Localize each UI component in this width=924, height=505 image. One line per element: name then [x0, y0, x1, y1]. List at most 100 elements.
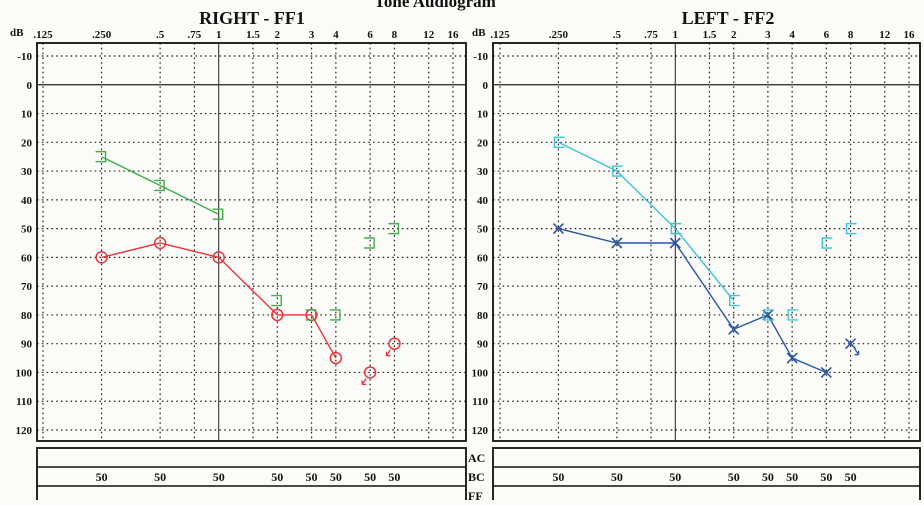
y-tick-label: -10 — [473, 51, 488, 63]
sheet-title: Tone Audiogram — [374, 0, 496, 11]
data-point-bracket — [305, 309, 317, 321]
bc-threshold-value: 50 — [364, 470, 376, 484]
x-tick-label: 3 — [309, 29, 315, 41]
bc-threshold-value: 50 — [271, 470, 283, 484]
x-tick-label: 1 — [216, 29, 222, 41]
x-tick-label: .125 — [490, 29, 510, 41]
y-tick-label: 10 — [21, 109, 33, 121]
series-bracket-right — [95, 150, 400, 321]
x-tick-label: 3 — [765, 29, 771, 41]
table-row-label: BC — [468, 470, 485, 484]
data-point-bracket — [553, 136, 565, 149]
y-tick-label: 0 — [483, 80, 489, 92]
x-tick-label: 6 — [367, 29, 373, 41]
x-tick-label: 1 — [673, 29, 679, 41]
data-point-bracket — [154, 179, 165, 192]
data-point-circle — [212, 251, 225, 264]
panel-title: LEFT - FF2 — [682, 8, 775, 28]
y-tick-label: 100 — [16, 367, 33, 379]
data-point-x — [820, 366, 832, 379]
y-tick-label: 90 — [21, 339, 33, 351]
data-point-x — [611, 237, 623, 249]
x-tick-label: 4 — [333, 29, 339, 41]
y-tick-label: 60 — [21, 252, 33, 264]
data-point-circle — [271, 308, 284, 322]
y-axis-label: dB — [10, 27, 24, 39]
bc-threshold-value: 50 — [669, 470, 681, 484]
y-tick-label: 110 — [16, 396, 32, 408]
y-axis-label: dB — [472, 27, 486, 39]
x-tick-label: .75 — [188, 29, 202, 41]
data-point-bracket — [364, 237, 375, 249]
series-line — [558, 141, 735, 301]
data-point-circle — [329, 351, 343, 365]
x-tick-label: 6 — [824, 29, 830, 41]
bc-threshold-value: 50 — [820, 470, 832, 484]
data-point-bracket — [787, 309, 799, 321]
bc-threshold-value: 50 — [845, 470, 857, 484]
y-tick-label: 0 — [27, 80, 33, 92]
x-tick-label: 16 — [448, 29, 460, 41]
data-point-x — [845, 338, 857, 350]
data-point-circle — [95, 251, 108, 264]
x-tick-label: 2 — [275, 29, 281, 41]
x-tick-label: 16 — [904, 29, 916, 41]
data-point-x — [786, 352, 798, 364]
x-tick-label: .75 — [644, 29, 658, 41]
y-tick-label: 120 — [472, 425, 489, 437]
table-row-label: AC — [468, 451, 485, 465]
data-point-bracket — [670, 222, 682, 235]
x-tick-label: 1.5 — [246, 29, 260, 41]
data-point-bracket — [763, 309, 774, 321]
data-point-bracket — [329, 309, 341, 321]
x-tick-label: 4 — [789, 29, 795, 41]
audiogram-panel-right: RIGHT - FF1 dB .125 .250 .5 .75 1 1.5 2 3 4 6 8 12 16 -… — [10, 8, 485, 505]
plot-frame — [36, 42, 467, 442]
audiogram-panel-left: LEFT - FF2 dB .125 .250 .5 .75 1 1.5 2 3 4 6 8 12 16 -1… — [472, 8, 921, 505]
data-point-bracket — [271, 294, 282, 307]
data-point-bracket — [388, 222, 400, 235]
x-tick-label: 1.5 — [703, 29, 717, 41]
bc-threshold-value: 50 — [96, 470, 108, 484]
x-tick-label: 12 — [879, 29, 891, 41]
x-tick-label: .5 — [156, 29, 165, 41]
x-tick-label: 12 — [423, 29, 435, 41]
data-point-circle — [363, 366, 377, 379]
x-tick-label: 8 — [392, 29, 398, 41]
y-tick-label: 30 — [21, 166, 33, 178]
y-tick-label: 90 — [477, 339, 489, 351]
y-tick-label: 110 — [472, 396, 488, 408]
y-tick-label: -10 — [17, 51, 32, 63]
series-x — [552, 223, 860, 379]
bc-threshold-value: 50 — [611, 470, 623, 484]
bc-threshold-value: 50 — [330, 470, 342, 484]
data-point-bracket — [95, 150, 107, 163]
y-tick-label: 10 — [477, 109, 489, 121]
x-tick-label: .250 — [92, 29, 112, 41]
no-response-arrow — [361, 378, 367, 386]
x-tick-label: 8 — [848, 29, 854, 41]
data-point-x — [552, 223, 564, 235]
y-tick-label: 20 — [477, 137, 489, 149]
data-point-bracket — [729, 294, 740, 307]
bc-threshold-value: 50 — [388, 470, 400, 484]
y-tick-label: 70 — [477, 281, 489, 293]
series-bracket-left — [553, 136, 857, 321]
bc-threshold-value: 50 — [552, 470, 564, 484]
y-tick-label: 120 — [16, 425, 33, 437]
data-point-bracket — [212, 208, 224, 220]
no-response-arrow — [385, 349, 391, 357]
y-tick-label: 50 — [21, 224, 33, 236]
data-point-bracket — [612, 165, 623, 177]
bc-threshold-value: 50 — [762, 470, 774, 484]
bc-threshold-value: 50 — [786, 470, 798, 484]
y-tick-label: 40 — [21, 195, 33, 207]
bc-threshold-value: 50 — [213, 470, 225, 484]
data-point-x — [669, 237, 681, 249]
series-line — [101, 242, 337, 359]
series-circle — [95, 236, 401, 386]
y-tick-label: 50 — [477, 224, 489, 236]
bc-threshold-value: 50 — [728, 470, 740, 484]
